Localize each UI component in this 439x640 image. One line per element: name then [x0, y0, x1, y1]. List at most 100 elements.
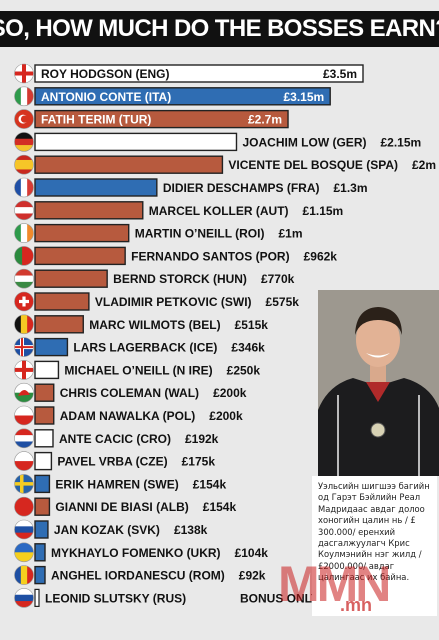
flag-icon	[14, 132, 34, 152]
flag-icon	[14, 314, 34, 334]
flag-icon	[14, 383, 34, 403]
flag-icon	[14, 406, 34, 425]
bar-name-label: ANTONIO CONTE (ITA)	[41, 90, 171, 104]
bar-row: ROY HODGSON (ENG) £3.5m	[14, 63, 364, 84]
bar	[34, 64, 364, 83]
bar-name-label: PAVEL VRBA (CZE)	[57, 455, 167, 469]
bar-row: CHRIS COLEMAN (WAL) £200k	[14, 382, 247, 403]
flag-icon	[14, 178, 34, 197]
bar-value-label: £175k	[182, 455, 216, 469]
bar-value-label: £770k	[261, 272, 295, 286]
bar-name-label: ANTE CACIC (CRO)	[59, 432, 171, 446]
flag-icon	[14, 497, 34, 517]
bar-row: LARS LAGERBACK (ICE) £346k	[14, 337, 265, 357]
coach-photo	[318, 290, 439, 476]
bar	[34, 520, 49, 539]
flag-icon	[14, 86, 34, 106]
flag-icon	[14, 109, 34, 129]
bar	[34, 451, 53, 471]
flag-icon	[14, 155, 34, 175]
bar	[34, 201, 144, 220]
flag-icon	[14, 588, 34, 608]
bar-value-label: £2m	[412, 158, 436, 172]
bar-name-label: VICENTE DEL BOSQUE (SPA)	[228, 158, 398, 172]
flag-icon	[14, 542, 34, 562]
bar-row: ANTONIO CONTE (ITA) £3.15m	[14, 86, 331, 107]
bar-name-label: MARTIN O’NEILL (ROI)	[135, 227, 265, 241]
bar	[34, 383, 55, 402]
chart-title: SO, HOW MUCH DO THE BOSSES EARN?	[0, 11, 439, 47]
bar-name-label: LARS LAGERBACK (ICE)	[73, 341, 217, 355]
bar-name-label: JAN KOZAK (SVK)	[54, 523, 160, 537]
bar-name-label: FATIH TERIM (TUR)	[41, 113, 151, 127]
bar-name-label: CHRIS COLEMAN (WAL)	[60, 386, 199, 400]
bar-name-label: ANGHEL IORDANESCU (ROM)	[51, 569, 225, 583]
bar-name-label: VLADIMIR PETKOVIC (SWI)	[95, 295, 252, 309]
bar-value-label: £104k	[235, 546, 269, 560]
bar	[34, 109, 289, 129]
bar-name-label: JOACHIM LOW (GER)	[242, 135, 366, 149]
bar-row: ANTE CACIC (CRO) £192k	[14, 428, 219, 449]
bar-name-label: DIDIER DESCHAMPS (FRA)	[163, 181, 320, 195]
bar-value-label: £1.15m	[303, 204, 344, 218]
flag-icon	[14, 428, 34, 448]
bar-row: MICHAEL O’NEILL (N IRE) £250k	[14, 360, 261, 380]
flag-icon	[14, 269, 34, 289]
bar-name-label: MYKHAYLO FOMENKO (UKR)	[51, 546, 221, 560]
bar-value-label: £2.15m	[380, 135, 421, 149]
flag-icon	[14, 474, 34, 494]
bar-row: MARCEL KOLLER (AUT) £1.15m	[14, 200, 344, 221]
bar-row: LEONID SLUTSKY (RUS) BONUS ONLY	[14, 588, 319, 608]
flag-icon	[14, 520, 34, 539]
bar-name-label: FERNANDO SANTOS (POR)	[131, 249, 289, 263]
flag-icon	[14, 223, 34, 243]
caption-text: Уэльсийн шигшээ багийн од Гарэт Бэйлийн …	[318, 481, 430, 583]
bar-row: PAVEL VRBA (CZE) £175k	[14, 451, 216, 471]
bar	[34, 132, 238, 152]
bar-value-label: £192k	[185, 432, 219, 446]
bar-value-label: £575k	[266, 295, 300, 309]
bar-row: ANGHEL IORDANESCU (ROM) £92k	[14, 565, 266, 585]
flag-icon	[14, 292, 34, 311]
bar-value-label: £3.15m	[283, 90, 324, 104]
bar-row: MARC WILMOTS (BEL) £515k	[14, 314, 268, 335]
bar	[34, 565, 46, 585]
bar-value-label: £3.5m	[323, 67, 357, 81]
bar-value-label: £1m	[278, 227, 302, 241]
bar-value-label: £962k	[304, 249, 338, 263]
bar-value-label: £2.7m	[248, 113, 282, 127]
bar-value-label: £250k	[227, 363, 261, 377]
bar	[34, 178, 158, 197]
bar	[34, 155, 224, 174]
bar	[34, 406, 55, 425]
bar	[34, 429, 54, 448]
chart-title-bar: SO, HOW MUCH DO THE BOSSES EARN?	[0, 0, 439, 58]
bar-value-label: £92k	[239, 569, 266, 583]
bar	[34, 292, 90, 311]
bar-row: JOACHIM LOW (GER) £2.15m	[14, 132, 421, 152]
bar-row: DIDIER DESCHAMPS (FRA) £1.3m	[14, 177, 368, 198]
bar-value-label: BONUS ONLY	[240, 591, 319, 605]
bar-row: JAN KOZAK (SVK) £138k	[14, 519, 208, 540]
bar	[34, 269, 108, 288]
bar	[34, 315, 84, 334]
flag-icon	[14, 360, 34, 380]
bar	[34, 360, 60, 380]
flag-icon	[14, 565, 34, 585]
bar-value-label: £154k	[193, 477, 227, 491]
bar	[34, 337, 69, 357]
flag-icon	[14, 246, 34, 266]
bar	[34, 87, 331, 106]
bar-name-label: MARC WILMOTS (BEL)	[89, 318, 220, 332]
bar-row: VICENTE DEL BOSQUE (SPA) £2m	[14, 154, 436, 175]
bar-value-label: £346k	[231, 341, 265, 355]
bar-value-label: £154k	[203, 500, 237, 514]
bar-value-label: £200k	[209, 409, 243, 423]
bar-row: FATIH TERIM (TUR) £2.7m	[14, 109, 289, 129]
bar	[34, 223, 130, 243]
bar-name-label: ROY HODGSON (ENG)	[41, 67, 169, 81]
bar-row: ERIK HAMREN (SWE) £154k	[14, 474, 227, 494]
bar-name-label: ADAM NAWALKA (POL)	[60, 409, 196, 423]
flag-icon	[14, 64, 34, 83]
